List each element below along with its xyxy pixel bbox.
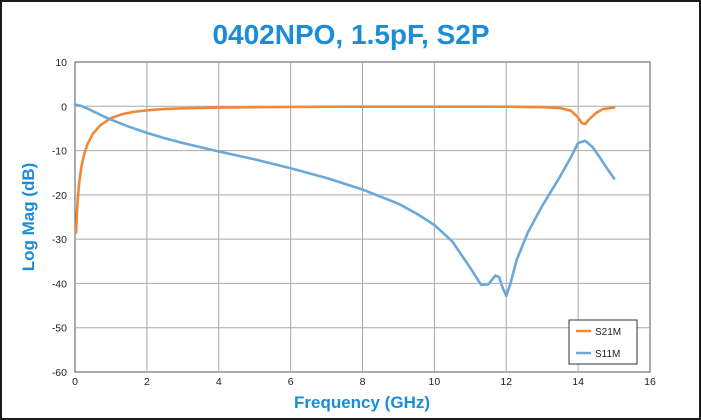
legend-label-s21m: S21M	[595, 327, 621, 338]
x-axis-title: Frequency (GHz)	[294, 393, 430, 412]
x-tick-label: 0	[72, 376, 78, 388]
x-tick-label: 10	[429, 376, 441, 388]
x-tick-label: 12	[500, 376, 512, 388]
series-line-s21m	[74, 105, 616, 234]
y-tick-label: 10	[55, 57, 67, 69]
tick-labels: 0 2 4 6 8 10 12 14 16 10 0 -10 -20 -30 -40 -50 -60	[52, 57, 656, 388]
x-tick-label: 8	[360, 376, 366, 388]
grid	[75, 62, 650, 372]
y-axis-title: Log Mag (dB)	[19, 163, 38, 272]
x-tick-label: 14	[572, 376, 584, 388]
legend-label-s11m: S11M	[595, 349, 620, 360]
x-tick-label: 4	[216, 376, 222, 388]
legend: S21M S11M	[568, 319, 638, 365]
series-line-s11m	[73, 103, 616, 298]
legend-box	[568, 319, 638, 365]
y-tick-label: -20	[52, 190, 67, 202]
chart-title: 0402NPO, 1.5pF, S2P	[212, 19, 489, 50]
y-tick-label: -50	[52, 323, 67, 335]
y-tick-label: -40	[52, 278, 67, 290]
x-tick-label: 2	[144, 376, 150, 388]
x-tick-label: 16	[644, 376, 656, 388]
series-lines	[73, 103, 616, 298]
y-tick-label: -60	[52, 367, 67, 379]
y-tick-label: 0	[61, 101, 67, 113]
x-tick-label: 6	[288, 376, 294, 388]
y-tick-label: -10	[52, 146, 67, 158]
y-tick-label: -30	[52, 234, 67, 246]
